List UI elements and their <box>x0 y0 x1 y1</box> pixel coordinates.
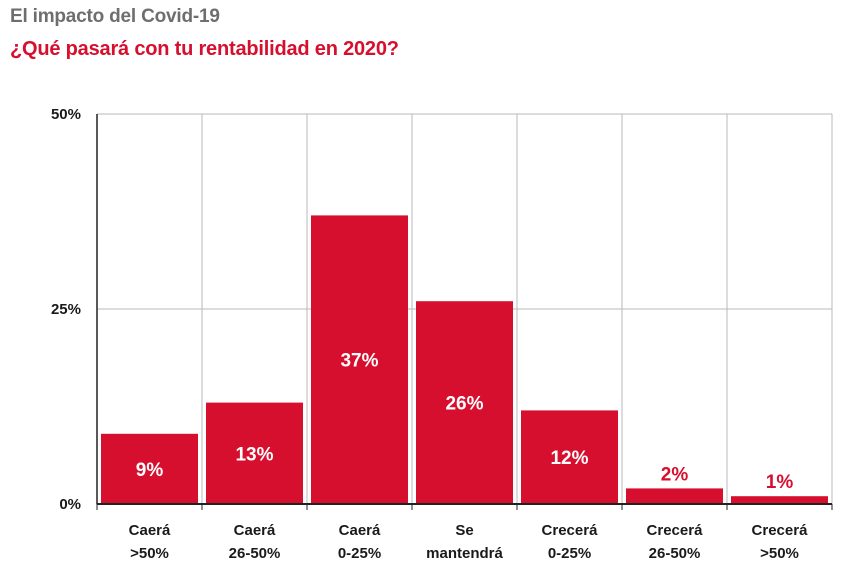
x-tick-label: Caerá <box>234 522 276 539</box>
y-tick-label: 25% <box>51 301 81 318</box>
data-label: 12% <box>550 448 588 469</box>
x-tick-label: mantendrá <box>426 545 503 562</box>
x-tick-label: 26-50% <box>229 545 281 562</box>
data-label: 26% <box>445 394 483 415</box>
x-tick-label: Caerá <box>339 522 381 539</box>
bar <box>731 496 828 504</box>
data-label: 37% <box>340 351 378 372</box>
x-tick-label: Caerá <box>129 522 171 539</box>
y-tick-label: 0% <box>59 496 81 513</box>
x-tick-label: >50% <box>130 545 169 562</box>
x-tick-label: >50% <box>760 545 799 562</box>
x-tick-label: 0-25% <box>338 545 381 562</box>
bar <box>416 301 513 504</box>
chart-title: El impacto del Covid-19 <box>10 6 220 27</box>
x-tick-label: Crecerá <box>647 522 704 539</box>
bar <box>206 402 303 504</box>
x-tick-label: 0-25% <box>548 545 591 562</box>
x-tick-label: 26-50% <box>649 545 701 562</box>
data-label: 13% <box>235 444 273 465</box>
data-label: 9% <box>136 460 164 481</box>
bar <box>521 410 618 504</box>
data-label: 2% <box>661 464 689 485</box>
x-tick-label: Crecerá <box>542 522 599 539</box>
y-tick-label: 50% <box>51 106 81 123</box>
x-tick-label: Se <box>455 522 473 539</box>
x-tick-label: Crecerá <box>752 522 809 539</box>
bar <box>626 488 723 504</box>
data-label: 1% <box>766 472 794 493</box>
chart-subtitle: ¿Qué pasará con tu rentabilidad en 2020? <box>10 38 399 60</box>
bar <box>311 215 408 504</box>
bar <box>101 433 198 504</box>
